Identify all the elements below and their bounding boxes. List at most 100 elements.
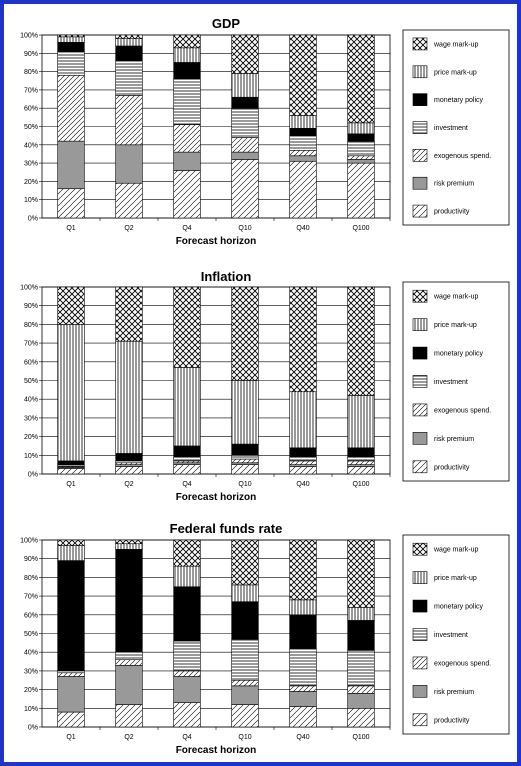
legend-label-productivity: productivity — [434, 464, 470, 471]
bar-segment-price-mark-up — [231, 584, 259, 603]
legend-label-wage-mark-up: wage mark-up — [433, 547, 478, 554]
bar-segment-wage-mark-up — [173, 286, 201, 368]
legend-label-investment: investment — [434, 379, 468, 386]
x-tick-label: Q1 — [66, 481, 75, 488]
bar-segment-risk-premium — [115, 144, 143, 184]
bar-segment-monetary-policy — [115, 45, 143, 61]
x-tick-label: Q4 — [182, 481, 191, 488]
bar-segment-monetary-policy — [115, 549, 143, 653]
y-tick-label: 90% — [24, 51, 38, 58]
bar-segment-investment — [347, 140, 375, 157]
bar-segment-investment — [173, 456, 201, 462]
y-tick-label: 70% — [24, 594, 38, 601]
x-tick-label: Q1 — [66, 734, 75, 741]
y-tick-label: 80% — [24, 575, 38, 582]
legend-label-price-mark-up: price mark-up — [434, 322, 477, 329]
bar-segment-price-mark-up — [57, 36, 85, 43]
bar-segment-monetary-policy — [173, 445, 201, 458]
legend-swatch-wage-mark-up — [412, 542, 428, 556]
chart-panel-federal-funds-rate: Federal funds rate 0% 10% 20% 30% 40% 50% 60% 70… — [20, 521, 510, 756]
bar-segment-monetary-policy — [115, 453, 143, 462]
x-tick-label: Q40 — [296, 225, 309, 232]
bar-segment-productivity — [289, 706, 317, 728]
bar-segment-risk-premium — [347, 159, 375, 164]
bar-segment-wage-mark-up — [347, 34, 375, 124]
y-tick-label: 50% — [24, 124, 38, 131]
y-tick-label: 70% — [24, 341, 38, 348]
legend-label-productivity: productivity — [434, 717, 470, 724]
bar-segment-wage-mark-up — [289, 34, 317, 116]
bar-segment-risk-premium — [173, 676, 201, 703]
legend-swatch-monetary-policy — [412, 599, 428, 613]
bar-segment-price-mark-up — [173, 367, 201, 447]
bar-segment-wage-mark-up — [173, 539, 201, 567]
legend-label-price-mark-up: price mark-up — [434, 69, 477, 76]
x-tick-label: Q4 — [182, 734, 191, 741]
y-tick-label: 10% — [24, 453, 38, 460]
bar-segment-productivity — [173, 702, 201, 728]
bar-segment-wage-mark-up — [289, 286, 317, 393]
bar-segment-investment — [347, 456, 375, 462]
bar-segment-monetary-policy — [289, 614, 317, 649]
legend-label-risk-premium: risk premium — [434, 436, 474, 443]
x-tick-label: Q4 — [182, 225, 191, 232]
y-tick-label: 100% — [20, 538, 38, 545]
chart-title: GDP — [212, 16, 241, 31]
bar-segment-price-mark-up — [347, 395, 375, 449]
x-tick-label: Q100 — [352, 481, 369, 488]
bar-segment-monetary-policy — [347, 620, 375, 651]
legend-swatch-risk-premium — [412, 685, 428, 698]
bar-segment-monetary-policy — [347, 133, 375, 142]
x-tick-label: Q1 — [66, 225, 75, 232]
bar-segment-monetary-policy — [231, 601, 259, 640]
bar-segment-productivity — [347, 466, 375, 475]
legend-label-price-mark-up: price mark-up — [434, 575, 477, 582]
bar-segment-investment — [289, 135, 317, 151]
chart-title: Federal funds rate — [170, 521, 283, 536]
bar-segment-wage-mark-up — [231, 34, 259, 74]
y-tick-label: 60% — [24, 106, 38, 113]
y-tick-label: 40% — [24, 397, 38, 404]
y-tick-label: 90% — [24, 556, 38, 563]
bar-segment-productivity — [231, 464, 259, 475]
legend-label-monetary-policy: monetary policy — [434, 604, 484, 611]
legend-label-wage-mark-up: wage mark-up — [433, 294, 478, 301]
bar-segment-monetary-policy — [57, 42, 85, 52]
bar-segment-exogenous-spend — [347, 460, 375, 465]
y-tick-label: 20% — [24, 179, 38, 186]
bar-segment-productivity — [347, 162, 375, 219]
bar-segment-wage-mark-up — [231, 286, 259, 381]
bar-segment-productivity — [231, 159, 259, 219]
bar-segment-monetary-policy — [173, 586, 201, 642]
bar-segment-monetary-policy — [57, 460, 85, 465]
bar-segment-productivity — [173, 170, 201, 219]
legend-swatch-exogenous-spend — [412, 149, 428, 162]
legend-label-monetary-policy: monetary policy — [434, 97, 484, 104]
bar-segment-investment — [173, 640, 201, 672]
bar-segment-productivity — [289, 160, 317, 219]
bar-segment-price-mark-up — [347, 122, 375, 135]
chart-title: Inflation — [201, 269, 252, 284]
legend-swatch-risk-premium — [412, 432, 428, 445]
legend-label-monetary-policy: monetary policy — [434, 351, 484, 358]
legend-label-risk-premium: risk premium — [434, 689, 474, 696]
bar-segment-productivity — [115, 466, 143, 475]
y-tick-label: 50% — [24, 378, 38, 385]
bar-segment-risk-premium — [173, 151, 201, 171]
bar-segment-wage-mark-up — [115, 34, 143, 39]
x-tick-label: Q2 — [124, 225, 133, 232]
legend-label-investment: investment — [434, 632, 468, 639]
bar-segment-investment — [289, 648, 317, 687]
bar-segment-risk-premium — [289, 155, 317, 162]
legend-swatch-investment — [412, 628, 428, 641]
bar-segment-investment — [57, 51, 85, 76]
bar-segment-investment — [115, 60, 143, 96]
x-tick-label: Q2 — [124, 734, 133, 741]
bar-segment-price-mark-up — [57, 324, 85, 462]
bar-segment-productivity — [289, 466, 317, 475]
bar-segment-investment — [173, 78, 201, 125]
bar-segment-exogenous-spend — [289, 149, 317, 157]
y-tick-label: 70% — [24, 87, 38, 94]
bar-segment-price-mark-up — [173, 47, 201, 63]
